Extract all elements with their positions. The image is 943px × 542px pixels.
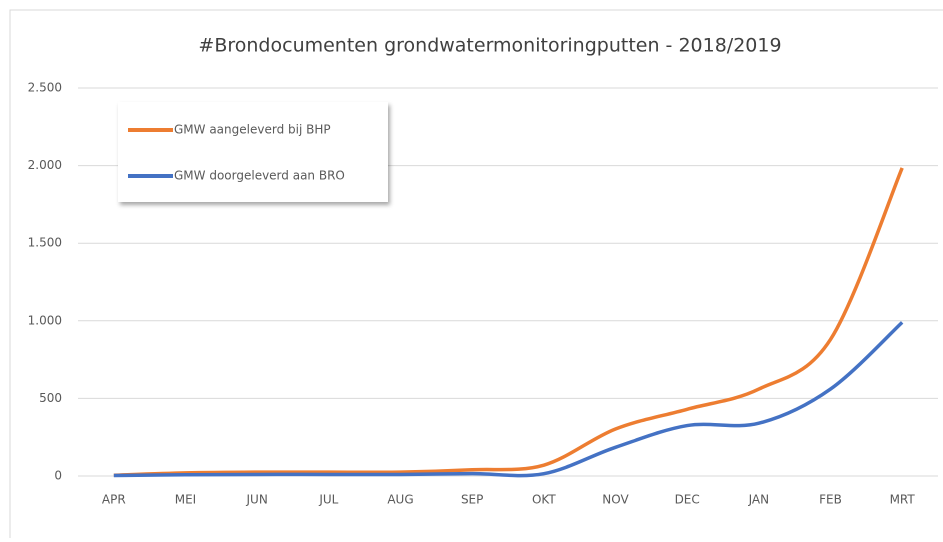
x-tick-label: DEC	[675, 493, 700, 507]
y-tick-label: 1.000	[28, 313, 62, 327]
y-tick-label: 2.000	[28, 158, 62, 172]
x-tick-label: MEI	[175, 493, 196, 507]
chart-border	[9, 9, 943, 542]
x-tick-label: NOV	[602, 493, 629, 507]
y-tick-label: 1.500	[28, 236, 62, 250]
x-tick-label: APR	[102, 493, 126, 507]
y-tick-label: 2.500	[28, 81, 62, 95]
legend-label: GMW doorgeleverd aan BRO	[174, 169, 345, 183]
x-tick-label: AUG	[387, 493, 413, 507]
legend-label: GMW aangeleverd bij BHP	[174, 123, 331, 137]
x-tick-label: OKT	[532, 493, 556, 507]
y-tick-label: 0	[54, 469, 62, 483]
x-tick-label: JUN	[246, 493, 268, 507]
legend-box	[118, 102, 388, 202]
x-tick-label: FEB	[819, 493, 842, 507]
series-line	[113, 321, 904, 478]
x-tick-label: SEP	[461, 493, 483, 507]
x-tick-label: JAN	[748, 493, 770, 507]
x-tick-label: MRT	[890, 493, 916, 507]
chart-title: #Brondocumenten grondwatermonitoringputt…	[198, 35, 781, 57]
y-tick-label: 500	[39, 391, 62, 405]
series-line	[113, 167, 904, 477]
x-tick-label: JUL	[318, 493, 338, 507]
legend: GMW aangeleverd bij BHP GMW doorgeleverd …	[118, 102, 388, 202]
